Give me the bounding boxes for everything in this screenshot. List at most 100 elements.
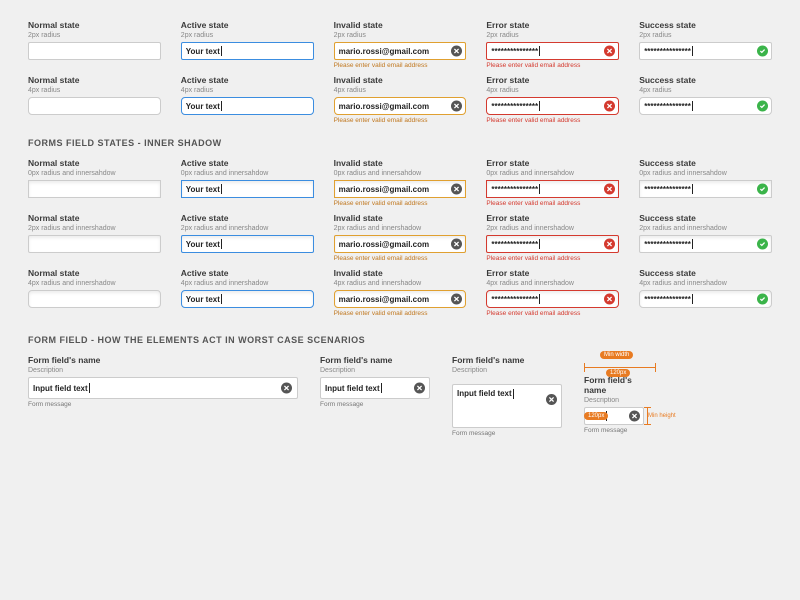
worst-min: Min width 120px Form field's name Descri… (584, 355, 724, 434)
caret (221, 239, 222, 249)
cell-error-r4i: Error state 4px radius and innershadow *… (486, 268, 619, 317)
state-sub: 4px radius and innershadow (28, 280, 161, 287)
field-message: Please enter valid email address (486, 117, 619, 124)
clear-icon[interactable] (451, 184, 462, 195)
caret (692, 184, 693, 194)
input-invalid[interactable]: mario.rossi@gmail.com (334, 290, 467, 308)
error-icon[interactable] (604, 46, 615, 57)
input-value: Input field text (33, 384, 88, 393)
input-success[interactable]: *************** (639, 97, 772, 115)
clear-icon[interactable] (546, 394, 557, 405)
caret (692, 294, 693, 304)
clear-icon[interactable] (451, 101, 462, 112)
state-title: Success state (639, 158, 772, 168)
state-sub: 2px radius and innershadow (334, 225, 467, 232)
input-success[interactable]: *************** (639, 180, 772, 198)
error-icon[interactable] (604, 184, 615, 195)
clear-icon[interactable] (281, 383, 292, 394)
clear-icon[interactable] (414, 383, 425, 394)
caret (221, 101, 222, 111)
input-error[interactable]: *************** (486, 97, 619, 115)
state-title: Success state (639, 213, 772, 223)
cell-normal-r0i: Normal state 0px radius and innersahdow (28, 158, 161, 207)
cell-error-r0i: Error state 0px radius and innersahdow *… (486, 158, 619, 207)
state-title: Invalid state (334, 75, 467, 85)
input-field[interactable]: Input field text (320, 377, 430, 399)
input-field[interactable]: Input field text (452, 384, 562, 428)
field-message: Please enter valid email address (334, 62, 467, 69)
state-title: Active state (181, 75, 314, 85)
caret (692, 46, 693, 56)
state-title: Active state (181, 213, 314, 223)
clear-icon[interactable] (451, 239, 462, 250)
input-value: Your text (186, 240, 220, 249)
state-sub: 2px radius (28, 32, 161, 39)
state-sub: 4px radius and innershadow (181, 280, 314, 287)
success-icon (757, 294, 768, 305)
cell-invalid-r2i: Invalid state 2px radius and innershadow… (334, 213, 467, 262)
cell-success-r4: Success state 4px radius *************** (639, 75, 772, 124)
cell-normal-r2i: Normal state 2px radius and innershadow (28, 213, 161, 262)
input-success[interactable]: *************** (639, 235, 772, 253)
input-field[interactable]: Input field text (28, 377, 298, 399)
input-normal[interactable] (28, 235, 161, 253)
input-value: *************** (644, 295, 691, 304)
input-invalid[interactable]: mario.rossi@gmail.com (334, 180, 467, 198)
input-value: *************** (644, 240, 691, 249)
input-active[interactable]: Your text (181, 42, 314, 60)
input-active[interactable]: Your text (181, 290, 314, 308)
state-title: Success state (639, 268, 772, 278)
input-normal[interactable] (28, 42, 161, 60)
input-value: *************** (644, 102, 691, 111)
state-title: Normal state (28, 213, 161, 223)
field-message: Form message (28, 401, 298, 408)
annot-min-height: Min height (648, 413, 676, 419)
caret (692, 239, 693, 249)
error-icon[interactable] (604, 294, 615, 305)
input-error[interactable]: *************** (486, 42, 619, 60)
input-active[interactable]: Your text (181, 180, 314, 198)
clear-icon[interactable] (451, 46, 462, 57)
field-desc: Description (584, 397, 634, 404)
field-message: Please enter valid email address (486, 62, 619, 69)
error-icon[interactable] (604, 239, 615, 250)
annot-min-width: Min width (600, 351, 633, 359)
input-normal[interactable] (28, 180, 161, 198)
cell-invalid-r2: Invalid state 2px radius mario.rossi@gma… (334, 20, 467, 69)
input-error[interactable]: *************** (486, 180, 619, 198)
dim-tick (644, 424, 651, 425)
error-icon[interactable] (604, 101, 615, 112)
clear-icon[interactable] (629, 411, 640, 422)
input-invalid[interactable]: mario.rossi@gmail.com (334, 42, 467, 60)
input-normal[interactable] (28, 97, 161, 115)
input-success[interactable]: *************** (639, 42, 772, 60)
field-message: Please enter valid email address (334, 200, 467, 207)
input-value: mario.rossi@gmail.com (339, 240, 430, 249)
input-invalid[interactable]: mario.rossi@gmail.com (334, 97, 467, 115)
caret (539, 46, 540, 56)
input-value: *************** (491, 185, 538, 194)
field-desc: Description (28, 367, 298, 374)
section-inner-shadow-title: FORMS FIELD STATES - INNER SHADOW (28, 138, 772, 148)
field-message: Please enter valid email address (334, 117, 467, 124)
caret (539, 184, 540, 194)
state-sub: 4px radius and innershadow (639, 280, 772, 287)
caret (89, 383, 90, 393)
input-value: Your text (186, 185, 220, 194)
input-active[interactable]: Your text (181, 97, 314, 115)
input-normal[interactable] (28, 290, 161, 308)
state-title: Active state (181, 158, 314, 168)
state-sub: 4px radius (486, 87, 619, 94)
caret (539, 101, 540, 111)
input-active[interactable]: Your text (181, 235, 314, 253)
cell-success-r2: Success state 2px radius *************** (639, 20, 772, 69)
dim-tick (584, 363, 585, 372)
field-title: Form field's name (584, 375, 644, 395)
input-success[interactable]: *************** (639, 290, 772, 308)
input-error[interactable]: *************** (486, 235, 619, 253)
input-error[interactable]: *************** (486, 290, 619, 308)
clear-icon[interactable] (451, 294, 462, 305)
state-title: Error state (486, 20, 619, 30)
state-title: Active state (181, 268, 314, 278)
input-invalid[interactable]: mario.rossi@gmail.com (334, 235, 467, 253)
